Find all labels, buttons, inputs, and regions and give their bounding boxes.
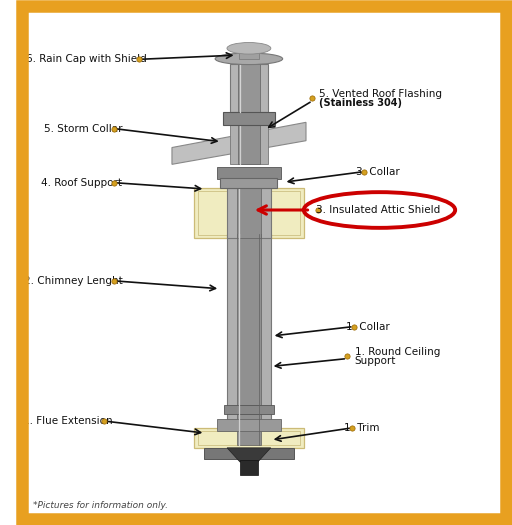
Text: 1. Trim: 1. Trim — [344, 423, 380, 433]
Bar — [198, 430, 300, 445]
Bar — [223, 112, 275, 125]
Bar — [238, 64, 260, 112]
Bar — [240, 460, 258, 475]
Text: 3. Collar: 3. Collar — [356, 166, 399, 177]
Text: 1. Collar: 1. Collar — [346, 321, 390, 332]
Bar — [194, 428, 304, 448]
Bar — [194, 188, 304, 238]
Bar — [220, 178, 278, 188]
Ellipse shape — [227, 43, 271, 54]
Text: (Stainless 304): (Stainless 304) — [319, 98, 402, 109]
Bar — [227, 188, 271, 238]
Text: 5. Storm Collar: 5. Storm Collar — [44, 123, 122, 134]
Bar — [198, 191, 300, 235]
Text: 1. Round Ceiling: 1. Round Ceiling — [355, 346, 440, 357]
Text: 4. Roof Support: 4. Roof Support — [41, 177, 122, 188]
Text: Support: Support — [355, 356, 396, 366]
Bar — [217, 419, 281, 430]
Bar — [204, 448, 293, 459]
Bar — [217, 167, 281, 178]
Polygon shape — [172, 122, 306, 164]
Bar — [227, 234, 271, 445]
Bar — [229, 64, 268, 112]
Bar — [229, 114, 268, 164]
Text: 2. Chimney Lenght: 2. Chimney Lenght — [24, 276, 122, 286]
Bar — [224, 405, 274, 414]
Ellipse shape — [215, 53, 283, 65]
Text: 1. Flue Extension: 1. Flue Extension — [23, 416, 113, 426]
Bar — [237, 188, 261, 238]
Bar — [238, 114, 260, 164]
Bar — [237, 234, 261, 445]
Text: 6. Rain Cap with Shield: 6. Rain Cap with Shield — [27, 54, 147, 65]
Polygon shape — [227, 448, 271, 462]
Text: *Pictures for information only.: *Pictures for information only. — [33, 501, 168, 510]
Text: 5. Vented Roof Flashing: 5. Vented Roof Flashing — [319, 89, 442, 99]
Bar — [239, 48, 259, 59]
Text: 3. Insulated Attic Shield: 3. Insulated Attic Shield — [316, 205, 440, 215]
